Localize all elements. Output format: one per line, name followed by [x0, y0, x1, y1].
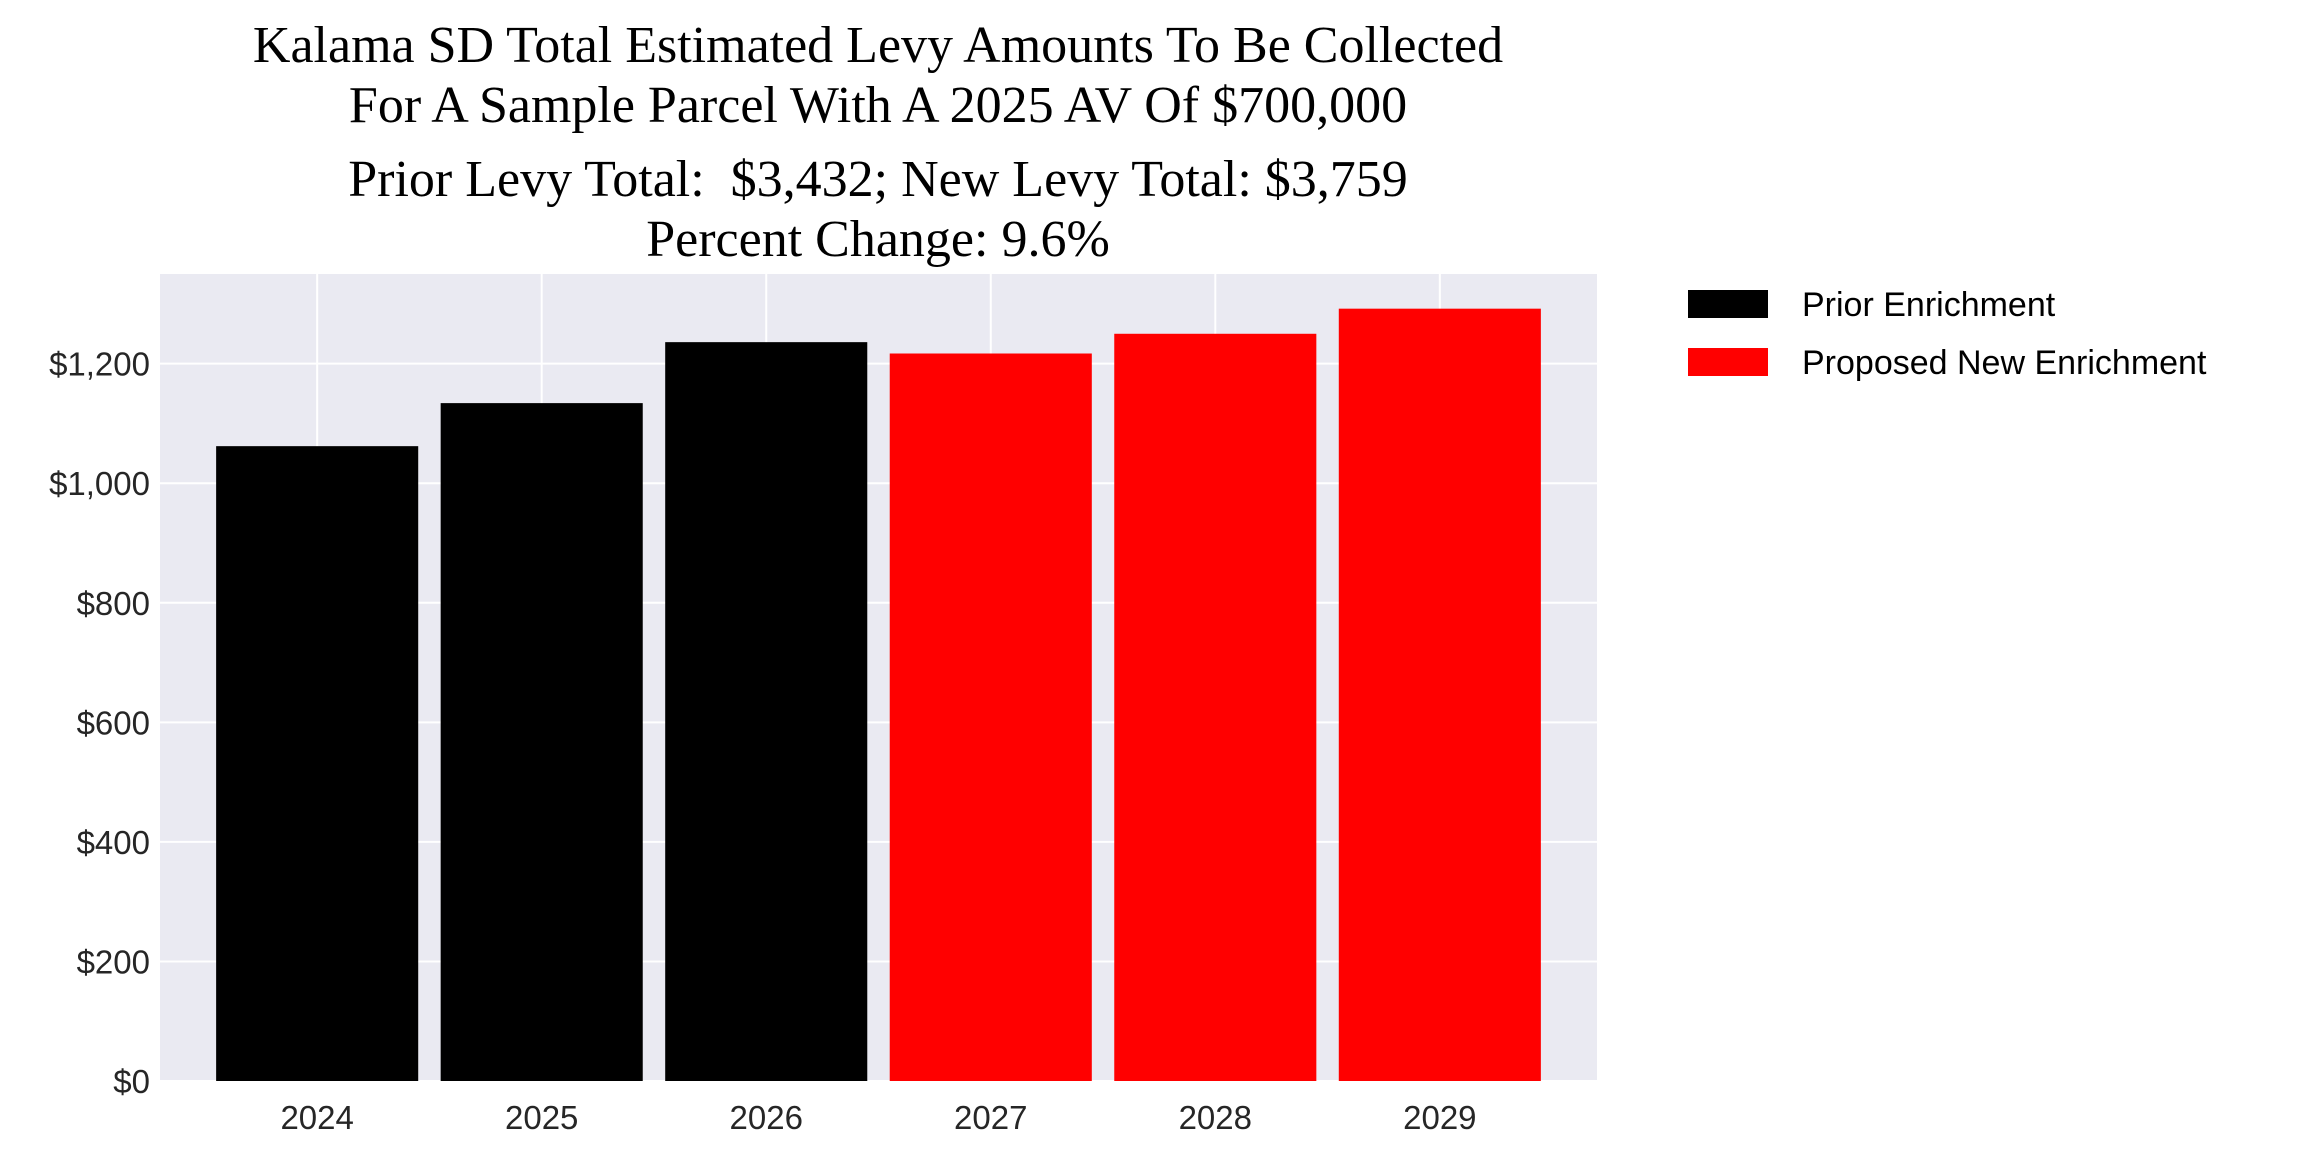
bar-2026 [665, 342, 868, 1081]
bar-2028 [1114, 333, 1317, 1081]
x-axis: 2024 2025 2026 2027 2028 2029 [280, 1099, 1476, 1136]
bar-2027 [889, 353, 1092, 1081]
x-tick-label: 2027 [954, 1099, 1027, 1136]
bar-2029 [1338, 308, 1541, 1081]
bars [216, 308, 1541, 1081]
y-tick-label: $600 [77, 704, 150, 741]
x-tick-label: 2026 [730, 1099, 803, 1136]
x-tick-label: 2029 [1403, 1099, 1476, 1136]
y-tick-label: $1,200 [49, 346, 150, 383]
legend-swatch-proposed [1688, 348, 1768, 376]
y-tick-label: $0 [113, 1063, 150, 1100]
x-tick-label: 2028 [1179, 1099, 1252, 1136]
title-line-3: Prior Levy Total: $3,432; New Levy Total… [348, 151, 1408, 208]
legend: Prior Enrichment Proposed New Enrichment [1688, 286, 2207, 382]
title-line-2: For A Sample Parcel With A 2025 AV Of $7… [349, 77, 1407, 134]
y-tick-label: $800 [77, 585, 150, 622]
bar-2025 [440, 403, 643, 1081]
y-tick-label: $400 [77, 824, 150, 861]
legend-swatch-prior [1688, 290, 1768, 318]
legend-label-prior: Prior Enrichment [1802, 286, 2056, 324]
x-tick-label: 2025 [505, 1099, 578, 1136]
legend-label-proposed: Proposed New Enrichment [1802, 344, 2207, 382]
title-line-4: Percent Change: 9.6% [646, 211, 1110, 268]
x-tick-label: 2024 [280, 1099, 353, 1136]
chart-title: Kalama SD Total Estimated Levy Amounts T… [253, 17, 1503, 268]
bar-2024 [216, 446, 419, 1081]
y-tick-label: $200 [77, 943, 150, 980]
y-axis: $0 $200 $400 $600 $800 $1,000 $1,200 [49, 346, 150, 1100]
title-line-1: Kalama SD Total Estimated Levy Amounts T… [253, 17, 1503, 74]
y-tick-label: $1,000 [49, 465, 150, 502]
